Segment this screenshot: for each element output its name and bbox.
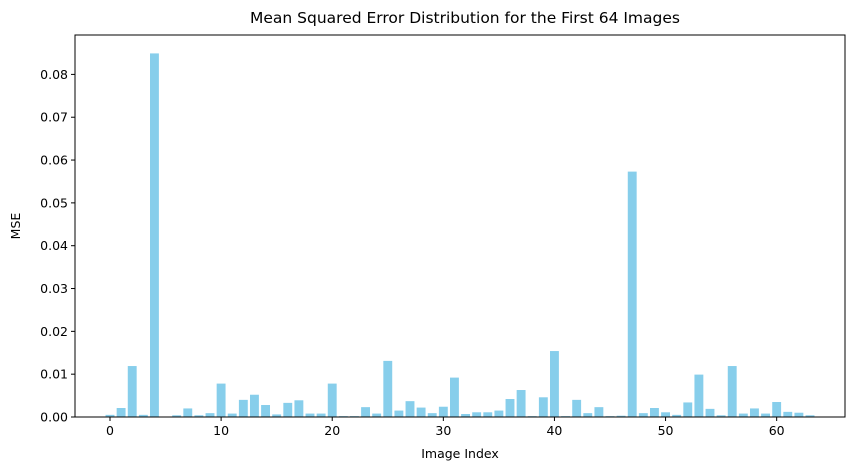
bar-60 bbox=[772, 402, 782, 417]
bar-33 bbox=[472, 412, 482, 417]
x-tick-label: 10 bbox=[213, 423, 229, 438]
x-tick-label: 50 bbox=[658, 423, 674, 438]
bar-31 bbox=[450, 377, 459, 417]
bar-6 bbox=[172, 415, 182, 417]
y-tick-label: 0.05 bbox=[40, 195, 68, 210]
x-tick-label: 60 bbox=[769, 423, 785, 438]
bar-15 bbox=[272, 414, 282, 417]
bar-19 bbox=[316, 413, 326, 417]
bar-35 bbox=[494, 410, 504, 417]
bar-50 bbox=[661, 412, 670, 417]
bar-43 bbox=[583, 413, 593, 417]
x-axis-ticks: 0 10 20 30 40 50 60 bbox=[106, 417, 785, 438]
bar-39 bbox=[538, 397, 548, 417]
bar-58 bbox=[750, 408, 759, 417]
y-axis-ticks: 0.00 0.01 0.02 0.03 0.04 0.05 0.06 0.07 0.08 bbox=[40, 67, 75, 425]
bar-3 bbox=[138, 414, 148, 417]
bar-37 bbox=[516, 390, 526, 417]
bar-0 bbox=[105, 414, 115, 417]
bar-46 bbox=[616, 415, 626, 417]
bar-30 bbox=[438, 406, 448, 417]
y-tick-label: 0.07 bbox=[40, 110, 68, 125]
y-tick-label: 0.00 bbox=[40, 410, 68, 425]
bar-4 bbox=[150, 53, 159, 418]
bar-63 bbox=[805, 415, 815, 417]
bar-10 bbox=[216, 383, 226, 417]
y-axis-label: MSE bbox=[8, 213, 23, 240]
bar-13 bbox=[250, 394, 259, 417]
bar-36 bbox=[505, 399, 515, 417]
bar-40 bbox=[550, 351, 559, 417]
bar-12 bbox=[238, 399, 248, 417]
x-tick-label: 40 bbox=[546, 423, 562, 438]
bar-17 bbox=[294, 400, 304, 417]
bars-group bbox=[105, 53, 815, 418]
x-tick-label: 0 bbox=[106, 423, 114, 438]
bar-34 bbox=[483, 412, 493, 417]
bar-57 bbox=[738, 413, 748, 417]
bar-25 bbox=[383, 360, 393, 417]
y-tick-label: 0.06 bbox=[40, 153, 68, 168]
y-tick-label: 0.01 bbox=[40, 367, 68, 382]
bar-11 bbox=[227, 413, 237, 417]
chart-title: Mean Squared Error Distribution for the … bbox=[250, 9, 680, 27]
bar-2 bbox=[127, 366, 137, 417]
bar-53 bbox=[694, 374, 704, 417]
bar-47 bbox=[627, 171, 637, 417]
bar-42 bbox=[572, 399, 582, 417]
bar-32 bbox=[461, 414, 470, 417]
y-tick-label: 0.04 bbox=[40, 238, 68, 253]
bar-1 bbox=[116, 408, 126, 417]
bar-24 bbox=[372, 413, 382, 417]
bar-14 bbox=[261, 405, 270, 417]
bar-55 bbox=[716, 415, 726, 417]
bar-18 bbox=[305, 413, 315, 417]
bar-23 bbox=[361, 407, 370, 417]
bar-26 bbox=[394, 410, 404, 417]
bar-16 bbox=[283, 402, 293, 417]
bar-52 bbox=[683, 402, 693, 417]
x-tick-label: 20 bbox=[324, 423, 340, 438]
x-axis-label: Image Index bbox=[421, 446, 499, 461]
y-tick-label: 0.02 bbox=[40, 324, 68, 339]
bar-59 bbox=[761, 413, 770, 417]
bar-8 bbox=[194, 415, 204, 417]
plot-frame bbox=[74, 34, 846, 418]
x-tick-label: 30 bbox=[435, 423, 451, 438]
bar-9 bbox=[205, 413, 215, 417]
bar-27 bbox=[405, 401, 415, 417]
bar-56 bbox=[727, 366, 737, 417]
bar-54 bbox=[705, 408, 715, 417]
bar-51 bbox=[672, 414, 682, 417]
bar-7 bbox=[183, 408, 193, 417]
y-tick-label: 0.08 bbox=[40, 67, 68, 82]
bar-29 bbox=[427, 413, 437, 417]
bar-62 bbox=[794, 412, 804, 417]
bar-44 bbox=[594, 407, 604, 417]
bar-28 bbox=[416, 407, 426, 417]
bar-61 bbox=[783, 411, 793, 417]
bar-48 bbox=[638, 413, 648, 417]
y-tick-label: 0.03 bbox=[40, 281, 68, 296]
bar-20 bbox=[327, 383, 337, 417]
bar-49 bbox=[650, 408, 659, 417]
